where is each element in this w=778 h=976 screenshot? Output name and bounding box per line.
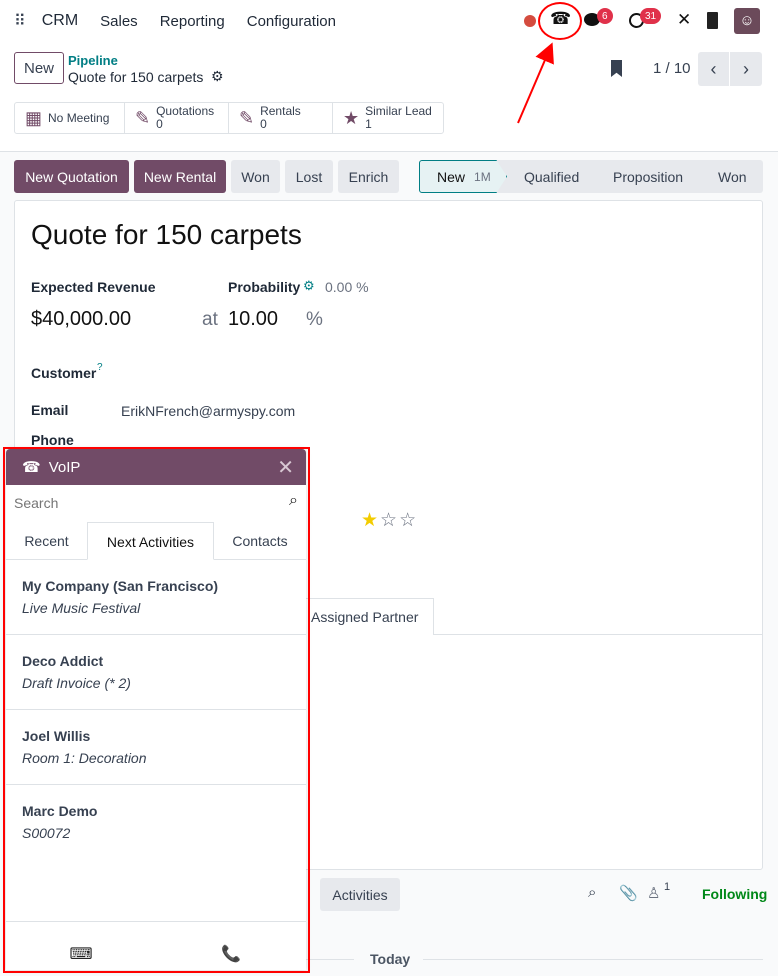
chatter-search-icon[interactable]: ⌕ [588, 884, 597, 901]
stage-new[interactable]: New 1M [419, 160, 507, 193]
followers-count: 1 [664, 881, 671, 893]
messages-icon[interactable] [584, 13, 600, 26]
activities-button[interactable]: Activities [320, 878, 400, 911]
stage-proposition[interactable]: Proposition [613, 168, 684, 185]
nav-sales[interactable]: Sales [100, 12, 138, 30]
voip-tabs: Recent Next Activities Contacts [6, 522, 306, 560]
stage-won[interactable]: Won [718, 168, 747, 185]
stat-buttons [14, 102, 444, 134]
phone-label: Phone [31, 432, 74, 448]
followers-icon[interactable]: ♙ [647, 885, 661, 902]
annotation-rectangle [3, 447, 310, 973]
annotation-arrow-phone [517, 42, 554, 124]
voip-title: VoIP [48, 458, 81, 476]
tab-contacts[interactable]: Contacts [232, 533, 288, 549]
close-icon[interactable]: ✕ [277, 456, 294, 479]
list-item[interactable]: Marc Demo S00072 [22, 803, 98, 841]
record-gear-icon[interactable]: ⚙ [211, 68, 224, 84]
probability-gear-icon[interactable]: ⚙ [303, 278, 315, 293]
won-button[interactable]: Won [231, 160, 280, 193]
priority-stars[interactable]: ★☆☆ [361, 509, 418, 532]
star-empty-icon[interactable]: ☆ [380, 510, 400, 531]
customer-label: Customer [31, 365, 97, 381]
voip-header: ☎ VoIP ✕ [6, 449, 306, 485]
lost-button[interactable]: Lost [285, 160, 333, 193]
status-dot-icon [524, 15, 536, 27]
stage-qualified[interactable]: Qualified [524, 168, 580, 185]
annotation-circle [538, 2, 582, 40]
probability-label: Probability [228, 279, 301, 295]
star-icon: ★ [343, 107, 360, 128]
breadcrumb-pipeline[interactable]: Pipeline [68, 53, 118, 68]
messages-badge: 6 [597, 8, 613, 24]
pager-value[interactable]: 1 / 10 [653, 60, 691, 77]
today-divider [300, 959, 354, 960]
stat-quotations[interactable]: ✎ Quotations 0 [125, 102, 229, 134]
breadcrumb-current: Quote for 150 carpets [68, 69, 204, 85]
following-button[interactable]: Following [702, 886, 768, 902]
edit-icon: ✎ [135, 107, 151, 128]
tools-icon[interactable]: ✕ [677, 10, 692, 29]
list-item[interactable]: Deco Addict Draft Invoice (* 2) [6, 635, 306, 710]
new-quotation-button[interactable]: New Quotation [14, 160, 129, 193]
voip-widget: ☎ VoIP ✕ ⌕ Recent Next Activities Contac… [6, 449, 306, 970]
apps-menu-icon[interactable]: ⠿ [14, 13, 26, 30]
company-building-icon[interactable] [707, 12, 718, 29]
top-navbar: ⠿ CRM Sales Reporting Configuration [0, 0, 778, 42]
expected-revenue-label: Expected Revenue [31, 279, 156, 295]
email-label: Email [31, 402, 69, 418]
expected-revenue-field[interactable]: $40,000.00 [31, 308, 132, 330]
pager-prev-button[interactable]: ‹ [698, 52, 729, 86]
voip-search-input[interactable] [6, 485, 266, 521]
today-divider [423, 959, 763, 960]
nav-reporting[interactable]: Reporting [159, 12, 225, 30]
star-filled-icon[interactable]: ★ [361, 510, 381, 531]
email-field[interactable]: ErikNFrench@armyspy.com [121, 403, 296, 419]
nav-configuration[interactable]: Configuration [246, 12, 336, 30]
today-label: Today [370, 951, 411, 967]
tab-recent[interactable]: Recent [24, 533, 69, 549]
stat-meeting[interactable]: ▦ No Meeting [15, 102, 125, 134]
percent-label: % [306, 309, 323, 330]
enrich-button[interactable]: Enrich [338, 160, 399, 193]
list-item[interactable]: My Company (San Francisco) Live Music Fes… [6, 560, 306, 635]
voip-footer: ⌨ 📞 [6, 921, 306, 970]
bookmark-icon[interactable] [611, 60, 622, 77]
new-rental-button[interactable]: New Rental [134, 160, 226, 193]
nav-crm[interactable]: CRM [41, 12, 79, 29]
calendar-icon: ▦ [25, 107, 43, 128]
attachment-icon[interactable]: 📎 [619, 885, 638, 902]
probability-field[interactable]: 10.00 [228, 308, 279, 330]
new-button[interactable]: New [14, 52, 64, 84]
tab-next-activities[interactable]: Next Activities [87, 522, 214, 560]
user-avatar[interactable]: ☺ [734, 8, 760, 34]
pager-next-button[interactable]: › [730, 52, 762, 86]
search-icon[interactable]: ⌕ [289, 492, 298, 509]
lead-title[interactable]: Quote for 150 carpets [31, 219, 302, 250]
star-empty-icon[interactable]: ☆ [399, 510, 419, 531]
customer-help-icon[interactable]: ? [97, 362, 103, 373]
activities-badge: 31 [640, 8, 662, 24]
tab-assigned-partner[interactable]: Assigned Partner [300, 598, 434, 635]
keypad-icon[interactable]: ⌨ [69, 946, 93, 963]
call-icon[interactable]: 📞 [221, 946, 241, 963]
edit-icon: ✎ [239, 107, 255, 128]
phone-icon: ☎ [22, 459, 41, 476]
stat-similar-lead[interactable]: ★ Similar Lead 1 [343, 104, 432, 131]
list-item[interactable]: Joel Willis Room 1: Decoration [6, 710, 306, 785]
at-label: at [202, 309, 218, 330]
stat-rentals[interactable]: ✎ Rentals 0 [229, 102, 333, 134]
probability-auto: 0.00 % [325, 279, 369, 295]
